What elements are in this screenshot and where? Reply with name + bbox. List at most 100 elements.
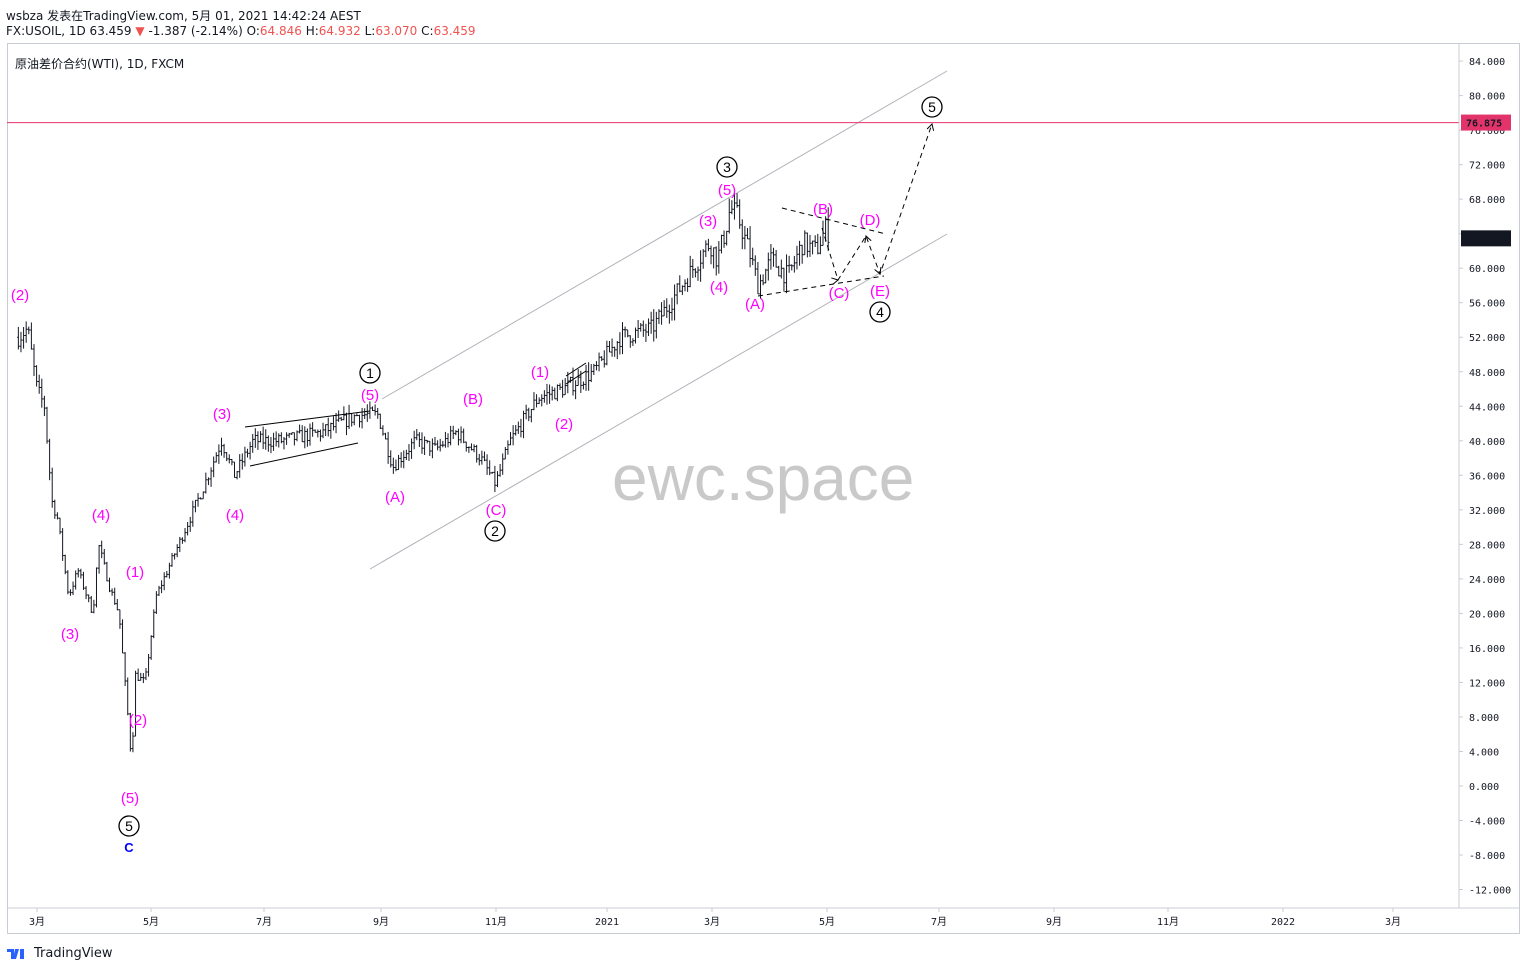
candle <box>264 429 268 450</box>
candle <box>256 431 260 450</box>
candle <box>45 406 49 444</box>
tradingview-brand[interactable]: TradingView <box>6 946 113 961</box>
candle <box>621 322 624 355</box>
candle <box>467 446 471 453</box>
candle <box>475 444 478 463</box>
candle <box>100 540 103 559</box>
candle <box>675 283 679 305</box>
candle <box>615 340 619 360</box>
x-tick-label: 9月 <box>373 916 389 928</box>
tradingview-logo-icon <box>7 948 24 959</box>
price-axis[interactable]: 84.00080.00076.00072.00068.00064.00060.0… <box>1458 44 1511 908</box>
candle <box>722 230 726 248</box>
triangle-bottom-dashed <box>757 275 885 297</box>
candle <box>95 567 98 608</box>
candle <box>332 416 335 431</box>
candle <box>389 450 393 468</box>
candle <box>694 268 697 278</box>
candle <box>717 241 721 274</box>
y-tick-label: 8.000 <box>1469 713 1499 724</box>
candle <box>793 255 796 273</box>
candle <box>97 544 101 574</box>
trend-channel <box>369 70 948 570</box>
candle <box>425 439 429 444</box>
candle <box>532 392 536 411</box>
candle <box>254 428 257 448</box>
candle <box>306 428 309 447</box>
candle <box>438 438 442 452</box>
candle <box>660 302 663 325</box>
candle <box>397 454 400 471</box>
candle <box>212 456 215 478</box>
wave-circle-label: 3 <box>716 156 738 178</box>
candle <box>412 430 416 450</box>
candle <box>27 326 31 335</box>
wave-circle <box>484 520 506 542</box>
candle <box>274 431 278 447</box>
candle <box>602 350 606 368</box>
candle <box>339 416 343 421</box>
wave-circle-label: 4 <box>869 301 891 323</box>
candle <box>196 493 200 507</box>
candle <box>230 458 234 466</box>
candle <box>233 461 236 478</box>
candle <box>102 548 106 565</box>
candle <box>69 589 72 596</box>
candle <box>334 412 338 434</box>
candle <box>373 404 377 416</box>
candle <box>66 570 70 595</box>
candle <box>811 240 814 255</box>
open-value: 64.846 <box>259 24 302 38</box>
candle <box>123 652 127 686</box>
y-tick-label: 20.000 <box>1469 609 1505 620</box>
symbol-label: 原油差价合约(WTI), 1D, FXCM <box>15 57 185 71</box>
x-tick-label: 5月 <box>819 916 835 928</box>
candle <box>462 428 465 444</box>
candle <box>402 450 406 469</box>
candle <box>360 407 364 429</box>
candle <box>168 562 171 579</box>
candle <box>819 236 822 255</box>
candle <box>251 433 255 453</box>
candle <box>571 367 575 396</box>
wave-label: (C) <box>829 285 850 302</box>
wave-label: (D) <box>860 212 881 229</box>
time-axis[interactable]: 3月 5月 7月 9月 11月 2021 3月 5月 7月 9月 11月 2022 3月 <box>7 907 1520 928</box>
x-tick-label: 3月 <box>1385 916 1401 928</box>
candle <box>488 460 491 476</box>
candle <box>326 417 330 437</box>
candle <box>368 401 372 419</box>
candle <box>524 404 528 420</box>
candle <box>746 228 749 240</box>
candle <box>433 436 437 446</box>
candle <box>774 249 778 268</box>
candle <box>821 220 825 246</box>
arrow-head <box>926 122 935 131</box>
candle <box>472 444 476 453</box>
candle <box>592 363 596 376</box>
candle <box>155 591 158 615</box>
candle <box>480 450 484 465</box>
candle <box>504 446 507 460</box>
candle <box>277 433 281 448</box>
projected-wave-path <box>821 123 933 282</box>
candle <box>165 570 169 578</box>
candle <box>743 226 747 250</box>
candle <box>355 413 359 417</box>
y-tick-label: 76.000 <box>1469 126 1505 137</box>
wave-circle-text: 3 <box>723 159 731 175</box>
candle <box>683 279 687 292</box>
candle <box>446 433 450 448</box>
candle <box>501 453 505 475</box>
candle <box>808 234 812 257</box>
candle <box>740 219 744 250</box>
candle <box>134 670 137 737</box>
candle <box>293 432 296 446</box>
wave-label: (5) <box>121 790 139 807</box>
candle <box>519 418 523 438</box>
candle <box>459 426 463 444</box>
candle <box>376 407 380 419</box>
candle <box>691 258 695 278</box>
candle <box>800 244 804 264</box>
